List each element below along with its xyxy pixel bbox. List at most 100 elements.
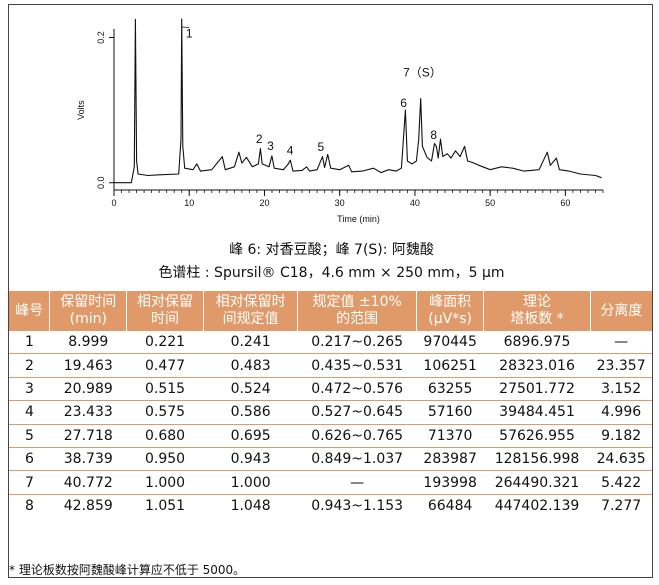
x-tick-label: 50 — [485, 198, 495, 208]
peak-label: 2 — [256, 132, 263, 146]
table-cell: 0.586 — [203, 400, 298, 425]
peak-label: 6 — [400, 96, 407, 110]
table-cell: 63255 — [416, 376, 484, 401]
table-cell: 71370 — [416, 423, 484, 448]
x-axis-label: Time (min) — [337, 214, 380, 224]
peak-identity-caption: 峰 6: 对香豆酸；峰 7(S): 阿魏酸 — [229, 242, 434, 258]
chart-ticks: 0 10 20 30 40 50 60 0.0 0.2 — [96, 31, 604, 208]
table-row: 8 42.859 1.051 1.048 0.943~1.153 66484 447402.… — [9, 493, 652, 518]
table-row: 6 38.739 0.950 0.943 0.849~1.037 283987 128156… — [9, 446, 652, 471]
table-cell: — — [614, 334, 629, 351]
footnote: * 理论板数按阿魏酸峰计算应不低于 5000。 — [9, 563, 246, 577]
peak-labels: 1 23 4 5 6 7（S） 8 — [181, 26, 442, 157]
column-header: 理论 塔板数 * — [483, 291, 591, 331]
table-row: 2 19.463 0.477 0.483 0.435~0.531 106251 28323.… — [9, 353, 652, 378]
table-cell: 970445 — [423, 334, 477, 351]
peak-label: 3 — [267, 139, 274, 153]
table-cell: 0.435~0.531 — [297, 353, 417, 378]
table-cell: 6896.975 — [503, 334, 571, 351]
table-cell: 5.422 — [590, 470, 652, 495]
table-cell: 28323.016 — [483, 353, 591, 378]
table-cell: 193998 — [416, 470, 484, 495]
table-cell: 19.463 — [49, 353, 127, 378]
table-cell: 8 — [9, 493, 50, 518]
x-tick-label: 0 — [111, 198, 116, 208]
table-cell: 0.527~0.645 — [297, 400, 417, 425]
table-cell: — — [297, 470, 417, 495]
peak-label: 7（S） — [403, 66, 442, 80]
y-tick-label: 0.0 — [96, 176, 106, 189]
table-cell: 39484.451 — [483, 400, 591, 425]
peak-label: 1 — [186, 27, 193, 41]
table-cell: 9.182 — [590, 423, 652, 448]
table-cell: 23.357 — [590, 353, 652, 378]
table-cell: 0.477 — [126, 353, 204, 378]
table-cell: 106251 — [416, 353, 484, 378]
table-cell: 0.221 — [144, 334, 186, 351]
column-caption: 色谱柱 : Spursil® C18，4.6 mm × 250 mm，5 μm — [158, 265, 505, 281]
table-cell: 57626.955 — [483, 423, 591, 448]
x-tick-label: 10 — [184, 198, 194, 208]
y-tick-label: 0.2 — [96, 31, 106, 44]
table-cell: 38.739 — [49, 446, 127, 471]
table-cell: 0.575 — [126, 400, 204, 425]
table-row: 3 20.989 0.515 0.524 0.472~0.576 63255 27501.7… — [9, 376, 652, 401]
table-cell: 66484 — [416, 493, 484, 518]
table-cell: 1.048 — [203, 493, 298, 518]
table-cell: 6 — [9, 446, 50, 471]
column-header: 分离度 — [590, 291, 652, 331]
table-cell: 1.000 — [126, 470, 204, 495]
table-cell: 23.433 — [49, 400, 127, 425]
x-tick-label: 60 — [560, 198, 570, 208]
x-tick-label: 20 — [259, 198, 269, 208]
table-cell: 1.000 — [203, 470, 298, 495]
y-axis-label: Volts — [76, 100, 86, 120]
table-cell: 8.999 — [68, 334, 109, 351]
table-cell: 264490.321 — [483, 470, 591, 495]
table-cell: 447402.139 — [483, 493, 591, 518]
peak-1-leader — [181, 26, 190, 28]
chromatogram-trace — [114, 18, 602, 184]
table-cell: 1 — [24, 334, 34, 351]
chart-axes — [113, 29, 603, 191]
table-row: 4 23.433 0.575 0.586 0.527~0.645 57160 39484.4… — [9, 400, 652, 425]
table-cell: 0.524 — [203, 376, 298, 401]
chromatogram-chart: 0 10 20 30 40 50 60 0.0 0.2 1 23 4 5 6 7（S） 8 Time (mi… — [76, 18, 604, 224]
table-row: 7 40.772 1.000 1.000—193998 264490.321 5.422 — [9, 470, 652, 495]
table-cell: 40.772 — [49, 470, 127, 495]
x-tick-label: 30 — [335, 198, 345, 208]
table-cell: 20.989 — [49, 376, 127, 401]
peak-label: 8 — [430, 128, 437, 142]
table-cell: 3.152 — [590, 376, 652, 401]
table-body: 1 8.999 0.221 0.241 0.217~0.265 970445 6896.97… — [9, 331, 652, 518]
table-cell: 4.996 — [590, 400, 652, 425]
x-tick-label: 40 — [410, 198, 420, 208]
table-cell: 0.626~0.765 — [297, 423, 417, 448]
table-header-row: 峰号 保留时间 (min) 相对保留 时间 相对保留时 间规定值 规定值 ±10% 的范围 峰面积… — [9, 291, 652, 331]
column-header: 保留时间 (min) — [49, 291, 128, 331]
table-row: 1 8.999 0.221 0.241 0.217~0.265 970445 6896.97… — [9, 331, 652, 354]
table-cell: 0.483 — [203, 353, 298, 378]
table-cell: 0.241 — [230, 334, 271, 351]
table-cell: 27501.772 — [483, 376, 591, 401]
table-cell: 1.051 — [126, 493, 204, 518]
table-cell: 57160 — [416, 400, 484, 425]
column-header: 相对保留 时间 — [126, 291, 204, 331]
table-cell: 4 — [9, 400, 50, 425]
table-cell: 0.950 — [126, 446, 204, 471]
peak-label: 4 — [287, 143, 294, 157]
table-cell: 0.680 — [126, 423, 204, 448]
table-cell: 0.695 — [203, 423, 298, 448]
table-cell: 2 — [9, 353, 50, 378]
table-cell: 0.217~0.265 — [311, 334, 404, 351]
results-table: 峰号 保留时间 (min) 相对保留 时间 相对保留时 间规定值 规定值 ±10% 的范围 峰面积… — [9, 291, 652, 518]
table-cell: 0.515 — [126, 376, 204, 401]
table-cell: 27.718 — [49, 423, 127, 448]
table-cell: 5 — [9, 423, 50, 448]
table-cell: 3 — [9, 376, 50, 401]
column-header: 峰号 — [9, 291, 51, 331]
table-cell: 0.472~0.576 — [297, 376, 417, 401]
table-cell: 283987 — [416, 446, 484, 471]
table-cell: 128156.998 — [483, 446, 591, 471]
peak-label: 5 — [318, 140, 325, 154]
